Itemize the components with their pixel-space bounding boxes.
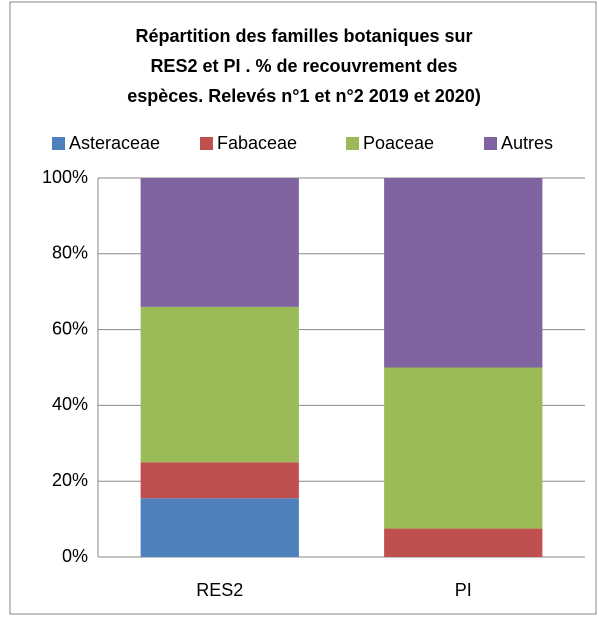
legend-swatch (200, 137, 213, 150)
y-tick-label: 100% (42, 167, 88, 187)
chart-title: RES2 et PI . % de recouvrement des (150, 56, 457, 76)
bar-segment (140, 462, 299, 499)
legend-label: Poaceae (363, 133, 434, 153)
bar-segment (140, 498, 299, 557)
chart-title: espèces. Relevés n°1 et n°2 2019 et 2020… (127, 86, 481, 106)
y-tick-label: 80% (52, 243, 88, 263)
legend-swatch (52, 137, 65, 150)
bar-segment (384, 528, 543, 557)
bar-segment (384, 178, 543, 368)
y-tick-label: 60% (52, 318, 88, 338)
legend-swatch (484, 137, 497, 150)
chart-title: Répartition des familles botaniques sur (135, 26, 472, 46)
y-tick-label: 40% (52, 394, 88, 414)
x-tick-label: PI (455, 580, 472, 600)
y-tick-label: 0% (62, 546, 88, 566)
legend-swatch (346, 137, 359, 150)
legend-label: Asteraceae (69, 133, 160, 153)
legend-label: Fabaceae (217, 133, 297, 153)
y-tick-label: 20% (52, 470, 88, 490)
legend-label: Autres (501, 133, 553, 153)
bar-segment (140, 178, 299, 307)
bar-segment (384, 367, 543, 529)
bar-segment (140, 306, 299, 463)
x-tick-label: RES2 (196, 580, 243, 600)
